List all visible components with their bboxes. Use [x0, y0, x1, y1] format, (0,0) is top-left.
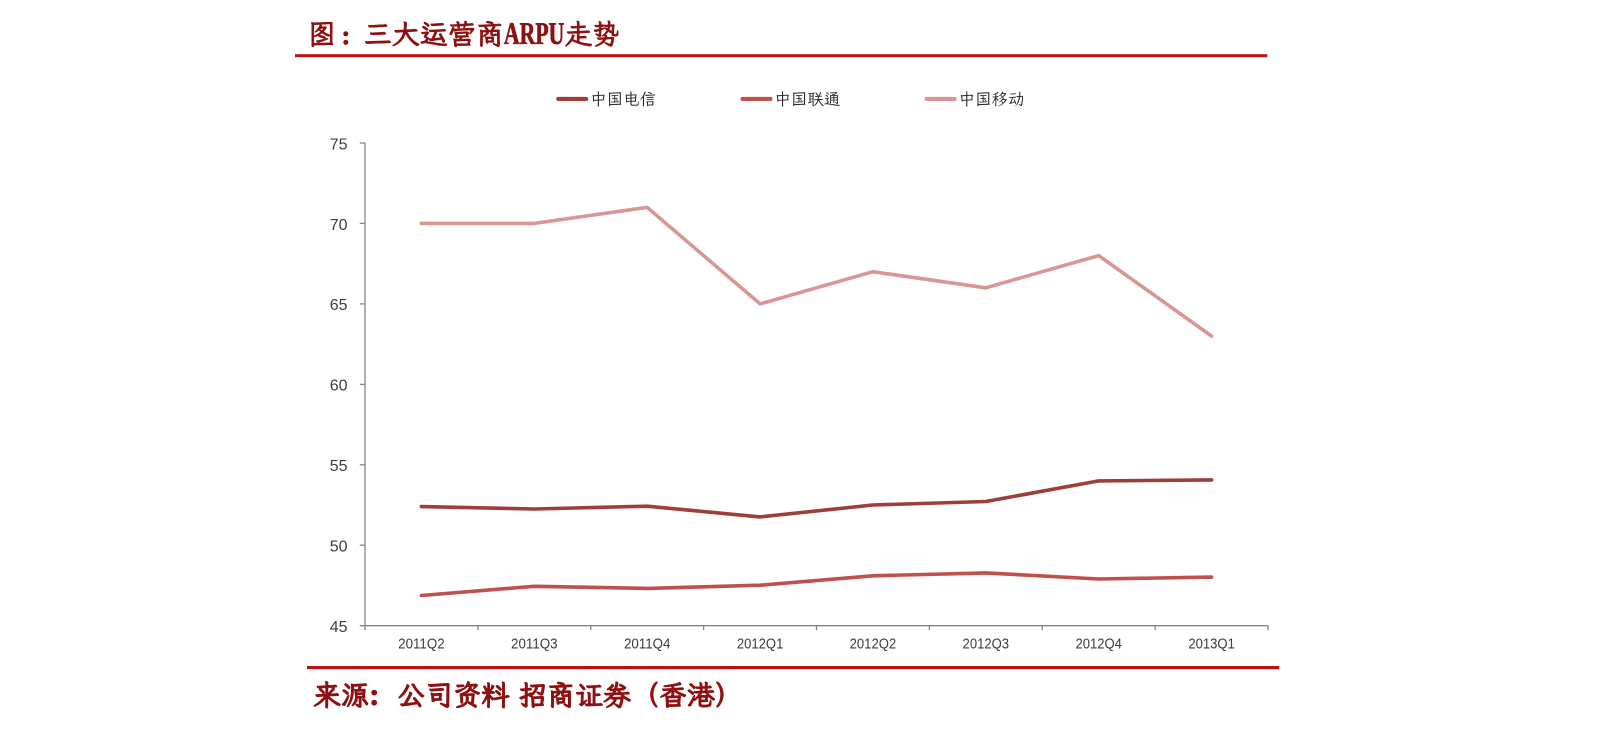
svg-text:2012Q1: 2012Q1 [737, 635, 784, 652]
svg-text:2012Q3: 2012Q3 [963, 635, 1010, 652]
svg-text:2011Q4: 2011Q4 [624, 635, 671, 652]
svg-text:2012Q4: 2012Q4 [1075, 635, 1122, 652]
svg-text:2012Q2: 2012Q2 [850, 635, 897, 652]
svg-text:60: 60 [330, 378, 348, 395]
svg-text:65: 65 [330, 297, 348, 314]
svg-text:45: 45 [330, 619, 348, 636]
svg-text:2013Q1: 2013Q1 [1188, 635, 1235, 652]
svg-text:2011Q3: 2011Q3 [511, 635, 558, 652]
svg-text:75: 75 [330, 136, 348, 153]
svg-text:70: 70 [330, 217, 348, 234]
svg-text:2011Q2: 2011Q2 [398, 635, 445, 652]
svg-text:55: 55 [330, 458, 348, 475]
svg-text:50: 50 [330, 539, 348, 556]
